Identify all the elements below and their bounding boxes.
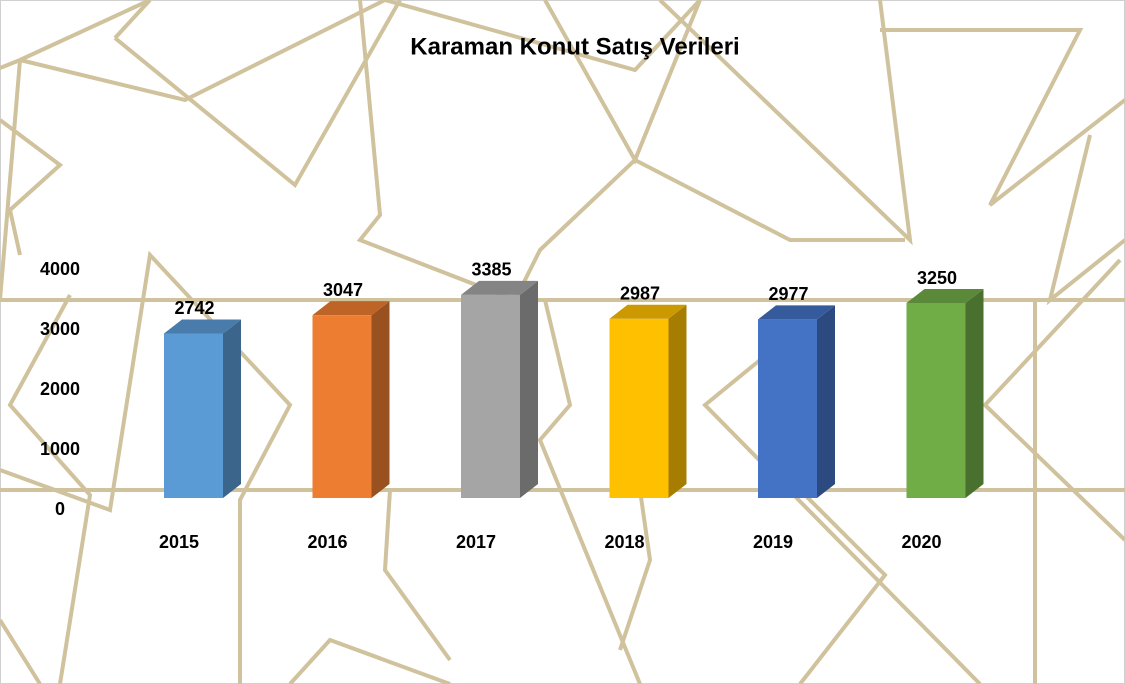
bar-side	[520, 281, 538, 498]
bar-front	[164, 333, 223, 498]
bar-front	[610, 319, 669, 498]
value-label: 3047	[323, 280, 363, 300]
x-tick-label: 2015	[159, 532, 199, 552]
bar-side	[966, 289, 984, 498]
bar-front	[907, 303, 966, 498]
x-tick-label: 2016	[307, 532, 347, 552]
x-tick-label: 2018	[604, 532, 644, 552]
y-tick-label: 1000	[40, 439, 80, 459]
y-tick-label: 2000	[40, 379, 80, 399]
value-label: 3385	[471, 260, 511, 280]
page: Karaman Konut Satış Verileri 0 1000 2000 30…	[0, 0, 1125, 684]
chart: Karaman Konut Satış Verileri 0 1000 2000 30…	[0, 0, 1125, 684]
x-tick-label: 2019	[753, 532, 793, 552]
chart-title: Karaman Konut Satış Verileri	[410, 33, 739, 60]
bar-front	[758, 319, 817, 498]
value-label: 2977	[768, 284, 808, 304]
bar-front	[313, 315, 372, 498]
x-tick-label: 2017	[456, 532, 496, 552]
bar-side	[223, 319, 241, 498]
value-label: 2987	[620, 284, 660, 304]
value-label: 2742	[174, 298, 214, 318]
y-tick-label: 4000	[40, 259, 80, 279]
value-label: 3250	[917, 268, 957, 288]
y-tick-label: 0	[55, 499, 65, 519]
x-tick-label: 2020	[901, 532, 941, 552]
bar-side	[669, 305, 687, 498]
y-tick-label: 3000	[40, 319, 80, 339]
bar-side	[372, 301, 390, 498]
bar-side	[817, 305, 835, 498]
bar-front	[461, 295, 520, 498]
